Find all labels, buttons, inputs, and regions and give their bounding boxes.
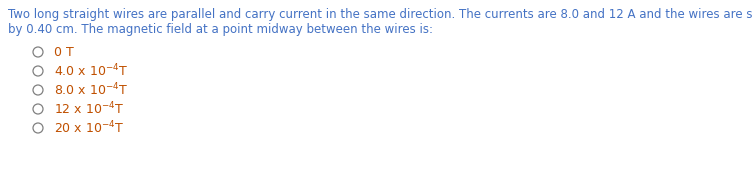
Text: 8.0 x 10$^{-4}$T: 8.0 x 10$^{-4}$T xyxy=(54,82,128,98)
Text: 12 x 10$^{-4}$T: 12 x 10$^{-4}$T xyxy=(54,101,124,117)
Text: Two long straight wires are parallel and carry current in the same direction. Th: Two long straight wires are parallel and… xyxy=(8,8,753,21)
Text: 4.0 x 10$^{-4}$T: 4.0 x 10$^{-4}$T xyxy=(54,63,128,79)
Text: 20 x 10$^{-4}$T: 20 x 10$^{-4}$T xyxy=(54,120,124,136)
Text: 0 T: 0 T xyxy=(54,46,74,58)
Text: by 0.40 cm. The magnetic field at a point midway between the wires is:: by 0.40 cm. The magnetic field at a poin… xyxy=(8,23,433,36)
